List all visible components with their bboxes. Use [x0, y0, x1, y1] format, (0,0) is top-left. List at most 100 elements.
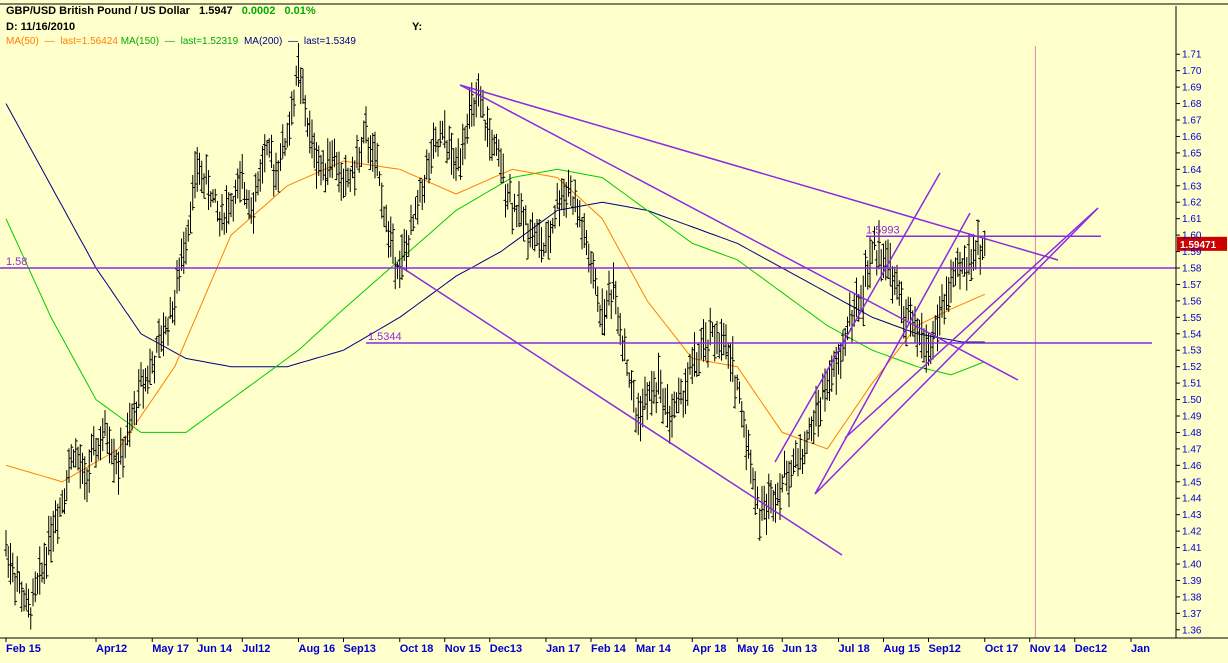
ohlc-bar: [276, 160, 281, 193]
ohlc-bar: [67, 448, 71, 483]
ohlc-bar: [195, 147, 200, 192]
ohlc-bar: [388, 216, 393, 257]
ma200-line: [5, 103, 985, 368]
ohlc-bar: [321, 150, 326, 181]
ohlc-bar: [310, 119, 314, 159]
ohlc-bar: [17, 571, 22, 594]
ohlc-bar: [260, 146, 265, 184]
ohlc-bar: [800, 448, 805, 474]
price-tick-label: 1.42: [1182, 527, 1202, 538]
ohlc-bar: [206, 170, 211, 210]
price-tick-label: 1.52: [1182, 362, 1202, 373]
ohlc-bar: [429, 139, 434, 174]
ohlc-bar: [127, 402, 132, 447]
price-tick-label: 1.63: [1182, 181, 1202, 192]
ohlc-bar: [814, 385, 818, 427]
ohlc-bar: [746, 429, 751, 459]
ohlc-bar: [688, 353, 692, 375]
ohlc-bar: [656, 352, 661, 395]
ohlc-bar: [528, 219, 533, 248]
ohlc-bar: [280, 124, 285, 159]
ohlc-bar: [602, 299, 607, 336]
ohlc-bar: [791, 448, 796, 475]
ohlc-bar: [49, 516, 53, 563]
ohlc-bar: [325, 138, 330, 186]
ohlc-bar: [951, 261, 956, 288]
ohlc-bar: [233, 179, 238, 204]
ohlc-bar: [922, 328, 926, 363]
ohlc-bar: [607, 270, 611, 306]
ohlc-bar: [355, 134, 359, 169]
ohlc-bar: [100, 418, 105, 452]
time-tick-label: Sep12: [929, 643, 961, 655]
ohlc-bar: [292, 89, 296, 117]
ohlc-bar: [805, 429, 809, 454]
ohlc-bar: [406, 235, 411, 257]
ohlc-bar: [6, 545, 11, 578]
ohlc-bar: [933, 315, 938, 336]
ohlc-bar: [708, 307, 713, 346]
ohlc-bar: [631, 379, 636, 413]
ohlc-bar: [584, 229, 589, 256]
ohlc-bar: [148, 348, 152, 386]
ohlc-bar: [26, 588, 31, 618]
ohlc-bar: [598, 304, 602, 328]
ohlc-bar: [112, 438, 116, 483]
ohlc-bar: [404, 230, 409, 272]
ohlc-bar: [114, 449, 119, 475]
ohlc-bar: [854, 277, 859, 318]
ohlc-bar: [764, 493, 769, 535]
ohlc-bar: [780, 474, 785, 493]
ohlc-bar: [946, 277, 951, 313]
ohlc-bar: [658, 369, 663, 404]
ohlc-bar: [568, 175, 573, 206]
ohlc-bar: [37, 546, 42, 595]
ohlc-bar: [352, 160, 357, 196]
ohlc-bar: [154, 335, 159, 353]
ohlc-bar: [467, 87, 472, 129]
ohlc-bar: [42, 542, 47, 584]
ohlc-bar: [94, 437, 98, 468]
ohlc-bar: [379, 182, 384, 219]
ohlc-bar: [296, 43, 301, 88]
ohlc-bar: [969, 249, 974, 282]
price-tick-label: 1.44: [1182, 494, 1202, 505]
ohlc-bar: [238, 161, 242, 203]
ohlc-bar: [906, 296, 911, 321]
ohlc-bar: [141, 369, 146, 409]
ohlc-bar: [865, 260, 870, 290]
price-tick-label: 1.58: [1182, 264, 1202, 275]
ohlc-bar: [328, 141, 332, 178]
ohlc-bar: [604, 290, 609, 319]
ohlc-bar: [546, 220, 551, 260]
price-tick-label: 1.45: [1182, 477, 1202, 488]
price-tick-label: 1.61: [1182, 214, 1202, 225]
price-tick-label: 1.67: [1182, 116, 1202, 127]
ohlc-bar: [501, 153, 506, 184]
ohlc-bar: [64, 470, 69, 502]
time-tick-label: Dec12: [1075, 643, 1107, 655]
ohlc-bar: [438, 120, 443, 147]
ohlc-bar: [665, 384, 670, 428]
ohlc-bar: [555, 183, 560, 209]
ohlc-bar: [350, 156, 355, 179]
ohlc-bar: [121, 438, 125, 478]
price-tick-label: 1.36: [1182, 625, 1202, 636]
ma150-line: [5, 168, 985, 433]
ohlc-bar: [87, 449, 92, 493]
ohlc-bar: [116, 451, 121, 495]
ohlc-bar: [316, 145, 321, 176]
ohlc-bar: [496, 139, 501, 167]
ohlc-bar: [62, 488, 67, 514]
ohlc-bar: [895, 264, 899, 300]
ohlc-bar: [249, 197, 254, 224]
ohlc-bar: [802, 431, 807, 465]
ohlc-bar: [609, 289, 614, 319]
ohlc-bar: [532, 222, 537, 252]
price-tick-label: 1.54: [1182, 329, 1202, 340]
ohlc-bar: [886, 239, 890, 279]
ohlc-bar: [622, 328, 627, 362]
ohlc-bar: [242, 181, 247, 206]
ohlc-bar: [159, 325, 164, 352]
